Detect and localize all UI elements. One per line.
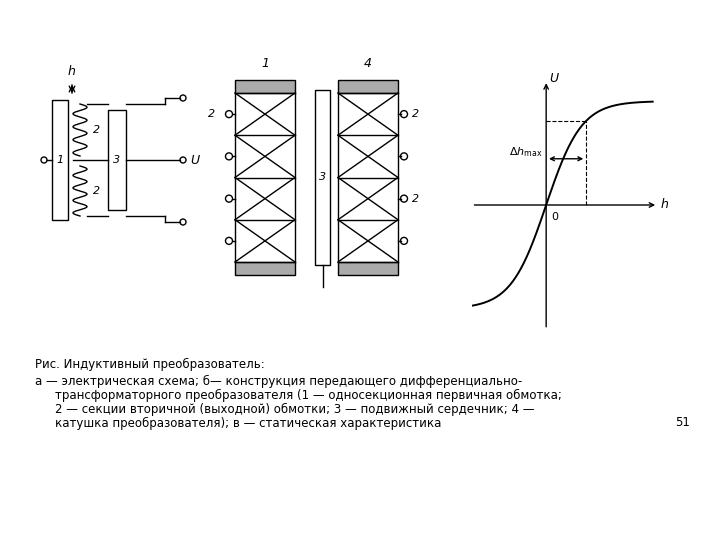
Text: h: h	[68, 65, 76, 78]
Text: 2: 2	[412, 194, 419, 204]
Text: катушка преобразователя); в — статическая характеристика: катушка преобразователя); в — статическа…	[55, 417, 441, 430]
Text: 2: 2	[208, 109, 215, 119]
Bar	[315, 90, 330, 265]
Bar	[52, 100, 68, 220]
Text: 3: 3	[319, 172, 326, 183]
Bar	[235, 262, 295, 275]
Text: трансформаторного преобразователя (1 — односекционная первичная обмотка;: трансформаторного преобразователя (1 — о…	[55, 389, 562, 402]
Bar	[235, 80, 295, 93]
Text: 2 — секции вторичной (выходной) обмотки; 3 — подвижный сердечник; 4 —: 2 — секции вторичной (выходной) обмотки;…	[55, 403, 534, 416]
Text: 2: 2	[93, 186, 100, 196]
Text: а — электрическая схема; б— конструкция передающего дифференциально-: а — электрическая схема; б— конструкция …	[35, 375, 522, 388]
Text: 1: 1	[56, 155, 63, 165]
Text: 1: 1	[261, 57, 269, 70]
Text: U: U	[549, 72, 559, 85]
Text: U: U	[190, 153, 199, 166]
Text: 2: 2	[412, 109, 419, 119]
Bar	[108, 110, 126, 210]
Text: $\Delta h_{\rm max}$: $\Delta h_{\rm max}$	[509, 146, 542, 159]
Text: h: h	[661, 199, 669, 212]
Bar	[338, 80, 398, 93]
Text: 51: 51	[675, 416, 690, 429]
Text: 4: 4	[364, 57, 372, 70]
Text: Рис. Индуктивный преобразователь:: Рис. Индуктивный преобразователь:	[35, 358, 265, 371]
Text: 3: 3	[114, 155, 120, 165]
Bar	[338, 262, 398, 275]
Text: 2: 2	[93, 125, 100, 135]
Text: 0: 0	[551, 212, 558, 222]
